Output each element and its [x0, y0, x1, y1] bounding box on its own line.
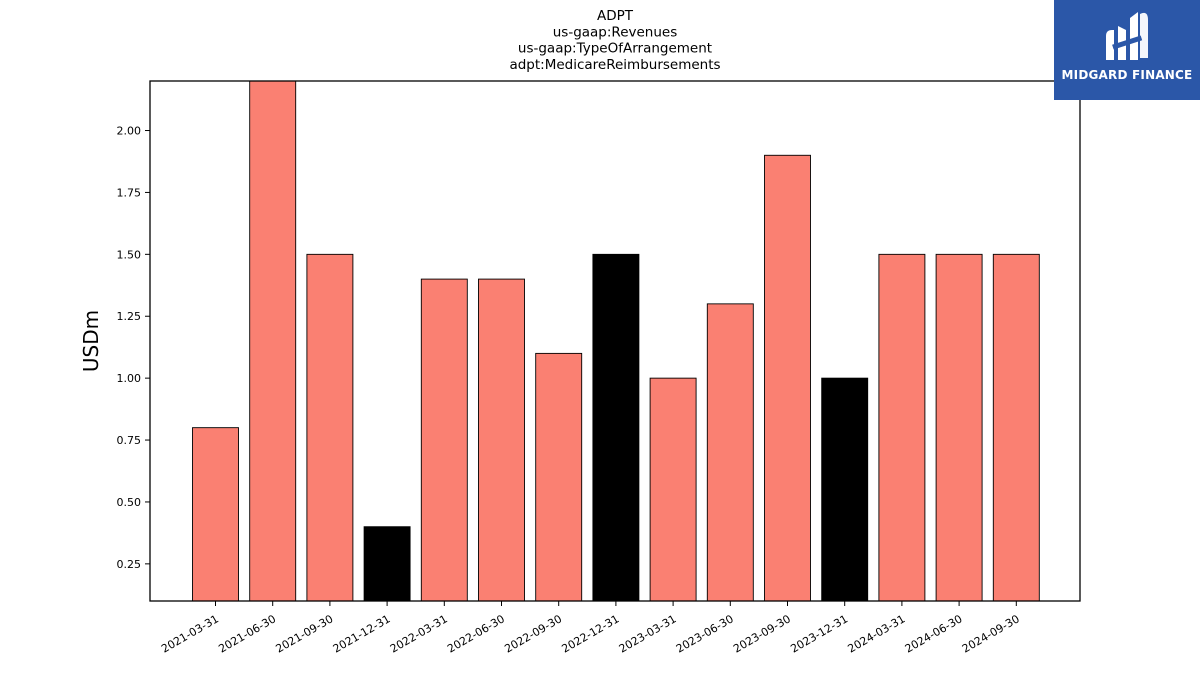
midgard-finance-logo: MIDGARD FINANCE [1054, 0, 1200, 100]
x-tick-label: 2021-03-31 [159, 612, 221, 655]
y-tick-label: 2.00 [117, 125, 142, 138]
y-tick-label: 0.25 [117, 558, 142, 571]
bar-2022-03-31 [420, 278, 468, 602]
y-tick-label: 1.50 [117, 248, 142, 261]
x-tick-label: 2022-06-30 [445, 612, 507, 655]
bar-2024-06-30 [935, 253, 983, 602]
bar-2023-09-30 [764, 154, 811, 602]
chart-title-line: us-gaap:TypeOfArrangement [518, 41, 712, 57]
bar-2021-12-31 [363, 526, 411, 602]
bar-2023-06-30 [706, 303, 754, 602]
chart-title-line: adpt:MedicareReimbursements [509, 57, 720, 73]
midgard-logo-icon [1106, 12, 1148, 60]
y-tick-label: 1.00 [117, 372, 142, 385]
x-tick-label: 2021-12-31 [331, 612, 393, 655]
x-tick-label: 2023-06-30 [674, 612, 736, 655]
chart-title: ADPTus-gaap:Revenuesus-gaap:TypeOfArrang… [509, 8, 720, 73]
x-tick-label: 2024-06-30 [903, 612, 965, 655]
bar-2021-09-30 [306, 253, 354, 602]
bar-2023-12-31 [821, 377, 869, 602]
bar-2022-09-30 [535, 352, 583, 602]
x-tick-label: 2024-09-30 [960, 612, 1022, 655]
y-tick-label: 0.75 [117, 434, 142, 447]
y-tick-label: 0.50 [117, 496, 142, 509]
bar-2023-03-31 [649, 377, 697, 602]
x-axis: 2021-03-312021-06-302021-09-302021-12-31… [159, 601, 1022, 656]
bars [192, 80, 1040, 602]
x-tick-label: 2023-12-31 [788, 612, 850, 655]
bar-2021-06-30 [249, 80, 297, 602]
y-tick-label: 1.75 [117, 186, 142, 199]
x-tick-label: 2022-09-30 [502, 612, 564, 655]
bar-2024-09-30 [992, 253, 1040, 602]
bar-2024-03-31 [878, 253, 926, 602]
y-tick-label: 1.25 [117, 310, 142, 323]
plot-frame [149, 80, 1081, 602]
x-tick-label: 2021-06-30 [216, 612, 278, 655]
chart-title-line: ADPT [597, 8, 634, 24]
x-tick-label: 2022-03-31 [388, 612, 450, 655]
bar-2022-06-30 [478, 278, 525, 602]
x-tick-label: 2023-09-30 [731, 612, 793, 655]
bar-2022-12-31 [592, 253, 640, 602]
x-tick-label: 2024-03-31 [846, 612, 908, 655]
y-axis-label: USDm [79, 310, 103, 372]
x-tick-label: 2023-03-31 [617, 612, 679, 655]
bar-2021-03-31 [192, 427, 239, 602]
logo-text: MIDGARD FINANCE [1061, 68, 1193, 82]
chart-title-line: us-gaap:Revenues [553, 24, 678, 40]
x-tick-label: 2021-09-30 [274, 612, 336, 655]
x-tick-label: 2022-12-31 [560, 612, 622, 655]
y-axis: 0.25 0.50 0.75 1.00 1.25 1.50 1.75 2.00 [117, 125, 150, 571]
